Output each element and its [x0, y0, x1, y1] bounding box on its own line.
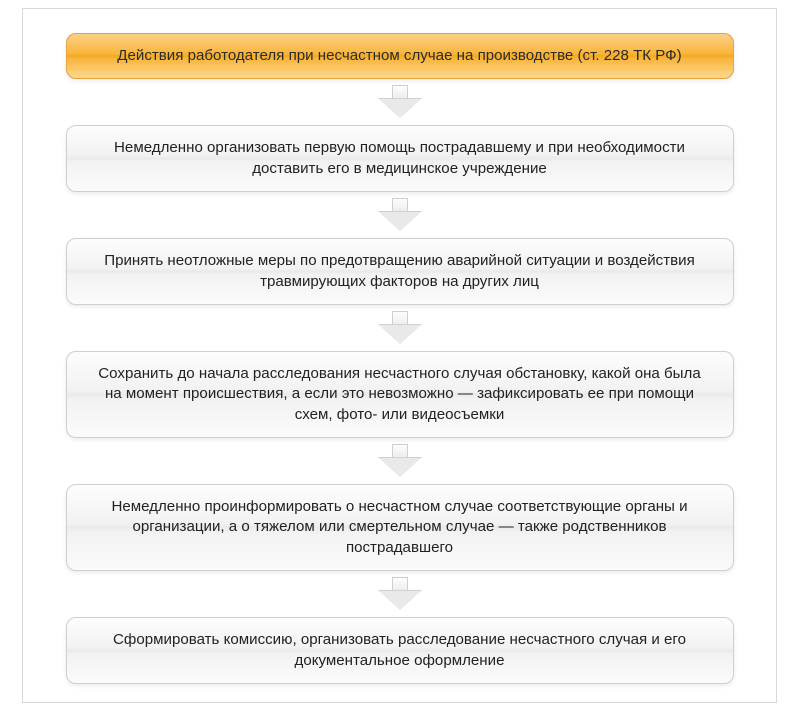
arrow-down-icon: [379, 198, 421, 232]
flowchart-step-box: Принять неотложные меры по предотвращени…: [66, 238, 734, 305]
flowchart-header-text: Действия работодателя при несчастном слу…: [117, 47, 681, 64]
arrow-down-icon: [379, 444, 421, 478]
flowchart-step-box: Сформировать комиссию, организовать расс…: [66, 617, 734, 684]
flowchart-step-text: Сохранить до начала расследования несчас…: [98, 365, 700, 423]
flowchart-step-box: Сохранить до начала расследования несчас…: [66, 351, 734, 438]
flowchart-step-text: Немедленно проинформировать о несчастном…: [111, 498, 687, 556]
flowchart-frame: Действия работодателя при несчастном слу…: [22, 8, 777, 703]
flowchart-step-box: Немедленно проинформировать о несчастном…: [66, 484, 734, 571]
flowchart-step-text: Сформировать комиссию, организовать расс…: [113, 631, 686, 668]
flowchart-header-box: Действия работодателя при несчастном слу…: [66, 33, 734, 79]
arrow-down-icon: [379, 577, 421, 611]
arrow-down-icon: [379, 85, 421, 119]
flowchart-step-box: Немедленно организовать первую помощь по…: [66, 125, 734, 192]
flowchart-step-text: Немедленно организовать первую помощь по…: [114, 139, 685, 176]
flowchart-step-text: Принять неотложные меры по предотвращени…: [104, 252, 695, 289]
arrow-down-icon: [379, 311, 421, 345]
